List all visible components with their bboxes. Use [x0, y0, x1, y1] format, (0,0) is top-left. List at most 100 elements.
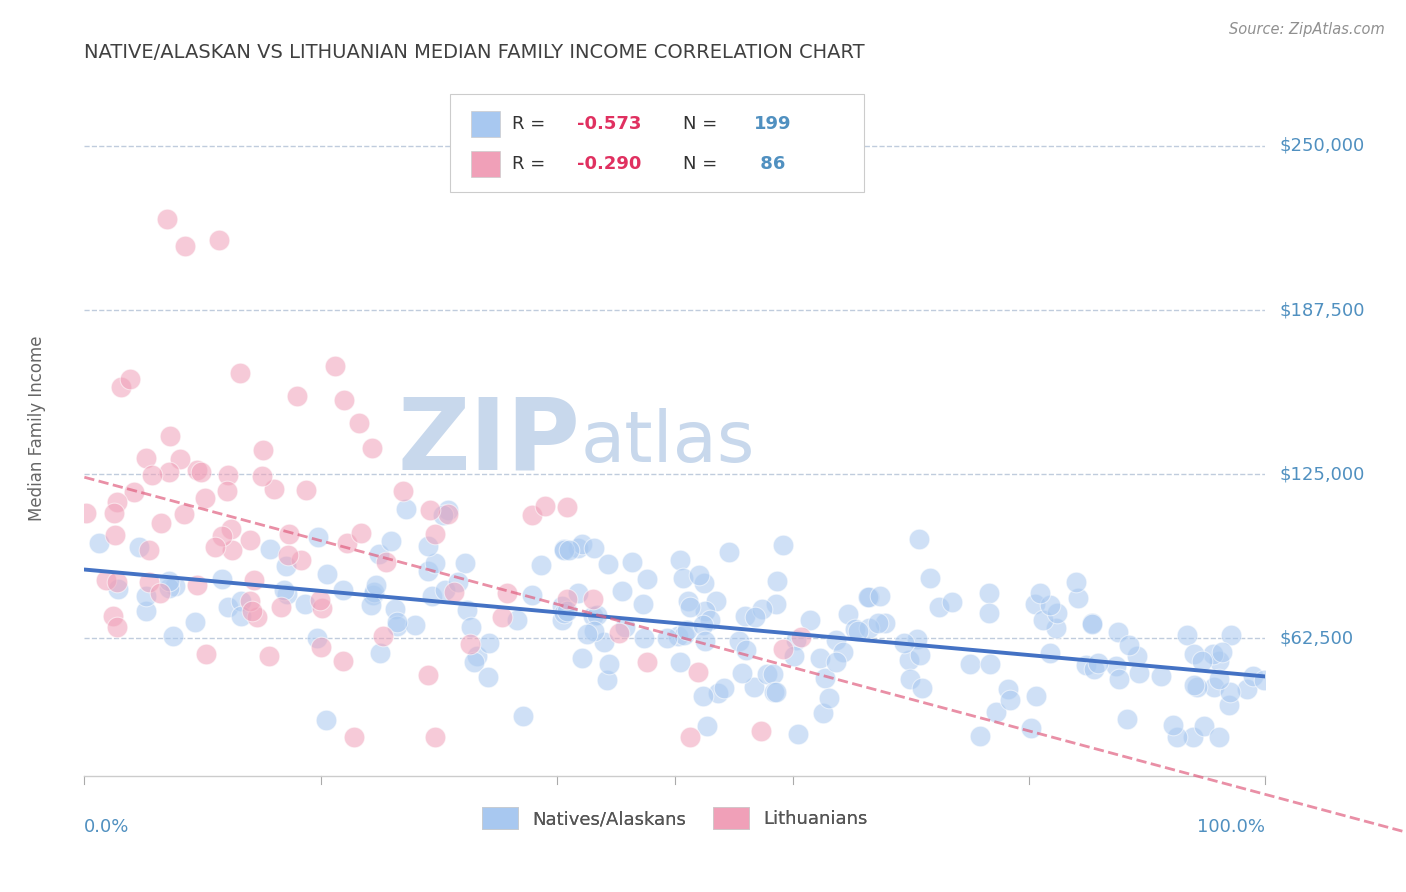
Point [672, 628, 695, 642]
Point [866, 616, 889, 631]
Point [285, 389, 308, 403]
Point [633, 631, 655, 645]
Point [766, 574, 789, 589]
Point [211, 529, 233, 543]
Point [263, 482, 285, 496]
Point [460, 619, 482, 633]
Point [1220, 627, 1243, 641]
Point [252, 469, 274, 483]
Point [456, 603, 478, 617]
Point [183, 615, 205, 629]
Point [520, 508, 543, 522]
Point [156, 212, 179, 227]
Point [1024, 597, 1046, 611]
Point [105, 574, 128, 589]
Point [87, 536, 110, 550]
Point [211, 572, 233, 586]
Point [679, 730, 702, 744]
Point [367, 547, 389, 561]
Point [391, 483, 413, 498]
Point [385, 615, 408, 629]
Point [103, 608, 125, 623]
Point [696, 718, 718, 732]
Point [598, 657, 620, 671]
Point [395, 501, 418, 516]
Point [215, 484, 238, 499]
Point [1187, 680, 1209, 694]
Point [332, 582, 354, 597]
FancyBboxPatch shape [450, 95, 863, 192]
Point [959, 657, 981, 671]
Point [1253, 673, 1275, 687]
Point [582, 592, 605, 607]
Point [596, 557, 619, 571]
Point [785, 632, 807, 647]
Point [404, 617, 426, 632]
Point [350, 526, 373, 541]
Point [814, 671, 837, 685]
Point [979, 657, 1001, 671]
Point [928, 599, 950, 614]
Point [557, 543, 579, 558]
Point [669, 553, 692, 567]
Point [276, 587, 298, 601]
Point [567, 541, 589, 555]
Point [217, 600, 239, 615]
Point [135, 450, 157, 465]
Point [277, 526, 299, 541]
Point [437, 503, 460, 517]
Point [905, 632, 928, 647]
Text: ZIP: ZIP [398, 393, 581, 491]
Point [596, 673, 619, 687]
Point [512, 709, 534, 723]
Text: $125,000: $125,000 [1279, 465, 1365, 483]
Point [636, 573, 658, 587]
Point [496, 585, 519, 599]
Point [808, 651, 831, 665]
Point [717, 545, 740, 559]
Point [416, 668, 439, 682]
Point [571, 537, 593, 551]
Point [666, 629, 689, 643]
Text: 199: 199 [754, 115, 792, 133]
Point [765, 685, 787, 699]
Text: N =: N = [683, 115, 723, 133]
Point [128, 540, 150, 554]
Point [190, 465, 212, 479]
Point [875, 616, 897, 631]
Point [75, 506, 97, 520]
Point [744, 680, 766, 694]
Point [186, 578, 208, 592]
Point [371, 629, 394, 643]
Point [305, 632, 328, 646]
Point [676, 623, 699, 637]
Point [530, 558, 553, 572]
Point [1083, 662, 1105, 676]
Point [273, 582, 295, 597]
Point [678, 594, 700, 608]
Point [437, 508, 460, 522]
Text: R =: R = [512, 115, 551, 133]
Point [277, 548, 299, 562]
Point [762, 667, 785, 681]
Point [333, 393, 356, 408]
Point [553, 543, 575, 558]
Point [1182, 647, 1205, 661]
Text: 86: 86 [754, 155, 786, 173]
Point [105, 495, 128, 509]
Point [686, 665, 709, 680]
Point [1087, 656, 1109, 670]
Point [419, 503, 441, 517]
Point [309, 592, 332, 607]
Point [706, 594, 728, 608]
Point [217, 468, 239, 483]
Point [422, 589, 444, 603]
Point [105, 620, 128, 634]
Point [425, 527, 447, 541]
Text: $187,500: $187,500 [1279, 301, 1365, 319]
Point [1161, 718, 1184, 732]
Text: $250,000: $250,000 [1279, 136, 1365, 155]
Point [582, 609, 605, 624]
Point [825, 632, 848, 647]
Point [1219, 684, 1241, 698]
